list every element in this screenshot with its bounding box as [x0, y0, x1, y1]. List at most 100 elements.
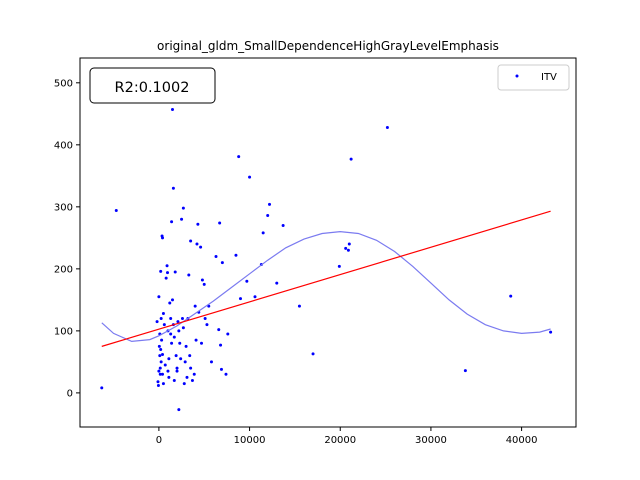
axes-frame — [79, 57, 577, 428]
legend-marker-itv — [515, 74, 519, 78]
data-point — [170, 107, 174, 111]
data-point — [185, 375, 189, 379]
data-point — [164, 276, 168, 280]
data-point — [209, 360, 213, 364]
y-tick-label: 100 — [54, 326, 73, 337]
data-point — [172, 378, 176, 382]
data-point — [297, 304, 301, 308]
data-point — [385, 125, 389, 129]
data-point — [219, 343, 223, 347]
data-point — [173, 270, 177, 274]
data-point — [167, 357, 171, 361]
legend: ITV — [497, 64, 570, 91]
data-point — [194, 338, 198, 342]
data-point — [275, 281, 279, 285]
data-point — [170, 220, 174, 224]
data-point — [170, 341, 174, 345]
y-tick-label: 0 — [67, 388, 73, 399]
data-point — [161, 352, 165, 356]
data-point — [509, 294, 513, 298]
data-point — [220, 261, 224, 265]
data-point — [189, 239, 193, 243]
data-point — [174, 354, 178, 358]
data-point — [158, 354, 162, 358]
data-point — [248, 175, 252, 179]
r2-annotation-box: R2:0.1002 — [89, 67, 216, 104]
data-point — [157, 295, 161, 299]
data-point — [266, 214, 270, 218]
data-point — [190, 378, 194, 382]
data-point — [157, 369, 161, 373]
data-point — [238, 297, 242, 301]
plot-area — [100, 107, 553, 412]
data-point — [159, 316, 163, 320]
data-point — [203, 316, 207, 320]
data-point — [344, 246, 348, 250]
data-point — [218, 221, 222, 225]
data-point — [158, 372, 162, 376]
data-point — [219, 367, 223, 371]
data-point — [199, 245, 203, 249]
data-point — [175, 366, 179, 370]
data-point — [200, 278, 204, 282]
data-point — [349, 157, 353, 161]
x-tick-label: 10000 — [234, 435, 266, 446]
y-tick-label: 400 — [54, 140, 73, 151]
data-point — [159, 360, 163, 364]
data-point — [217, 328, 221, 332]
data-point — [214, 254, 218, 258]
data-point — [170, 298, 174, 302]
data-point — [178, 341, 182, 345]
data-point — [177, 329, 181, 333]
data-point — [181, 326, 185, 330]
data-point — [177, 408, 181, 412]
regression-line — [101, 210, 551, 347]
x-tick-label: 0 — [156, 435, 162, 446]
data-point — [163, 363, 167, 367]
data-point — [159, 347, 163, 351]
data-point — [166, 271, 170, 275]
data-point — [160, 338, 164, 342]
legend-frame — [497, 64, 570, 91]
data-point — [114, 209, 118, 213]
data-point — [224, 372, 228, 376]
x-tick-label: 40000 — [506, 435, 538, 446]
data-point — [245, 279, 249, 283]
data-point — [161, 236, 165, 240]
data-point — [463, 369, 467, 373]
data-point — [193, 304, 197, 308]
y-tick-label: 300 — [54, 202, 73, 213]
r2-annotation-text: R2:0.1002 — [115, 80, 190, 96]
data-point — [161, 312, 165, 316]
data-point — [180, 316, 184, 320]
data-point — [157, 344, 161, 348]
data-point — [346, 248, 350, 252]
data-point — [183, 360, 187, 364]
data-point — [226, 332, 230, 336]
data-point — [169, 316, 173, 320]
data-point — [175, 369, 179, 373]
data-point — [158, 366, 162, 370]
data-point — [161, 382, 165, 386]
data-point — [192, 372, 196, 376]
data-point — [205, 323, 209, 327]
data-point — [261, 231, 265, 235]
data-point — [200, 341, 204, 345]
data-point — [187, 273, 191, 277]
r2-annotation-frame — [89, 67, 216, 104]
data-point — [161, 372, 165, 376]
smooth-curve — [101, 230, 551, 343]
data-point — [202, 282, 206, 286]
data-point — [188, 354, 192, 358]
data-point — [268, 202, 272, 206]
data-point — [156, 383, 160, 387]
data-point — [100, 386, 104, 390]
y-tick-label: 200 — [54, 264, 73, 275]
data-point — [166, 369, 170, 373]
data-point — [549, 330, 553, 334]
data-point — [196, 222, 200, 226]
data-point — [281, 223, 285, 227]
x-tick-label: 20000 — [324, 435, 356, 446]
data-point — [234, 253, 238, 257]
